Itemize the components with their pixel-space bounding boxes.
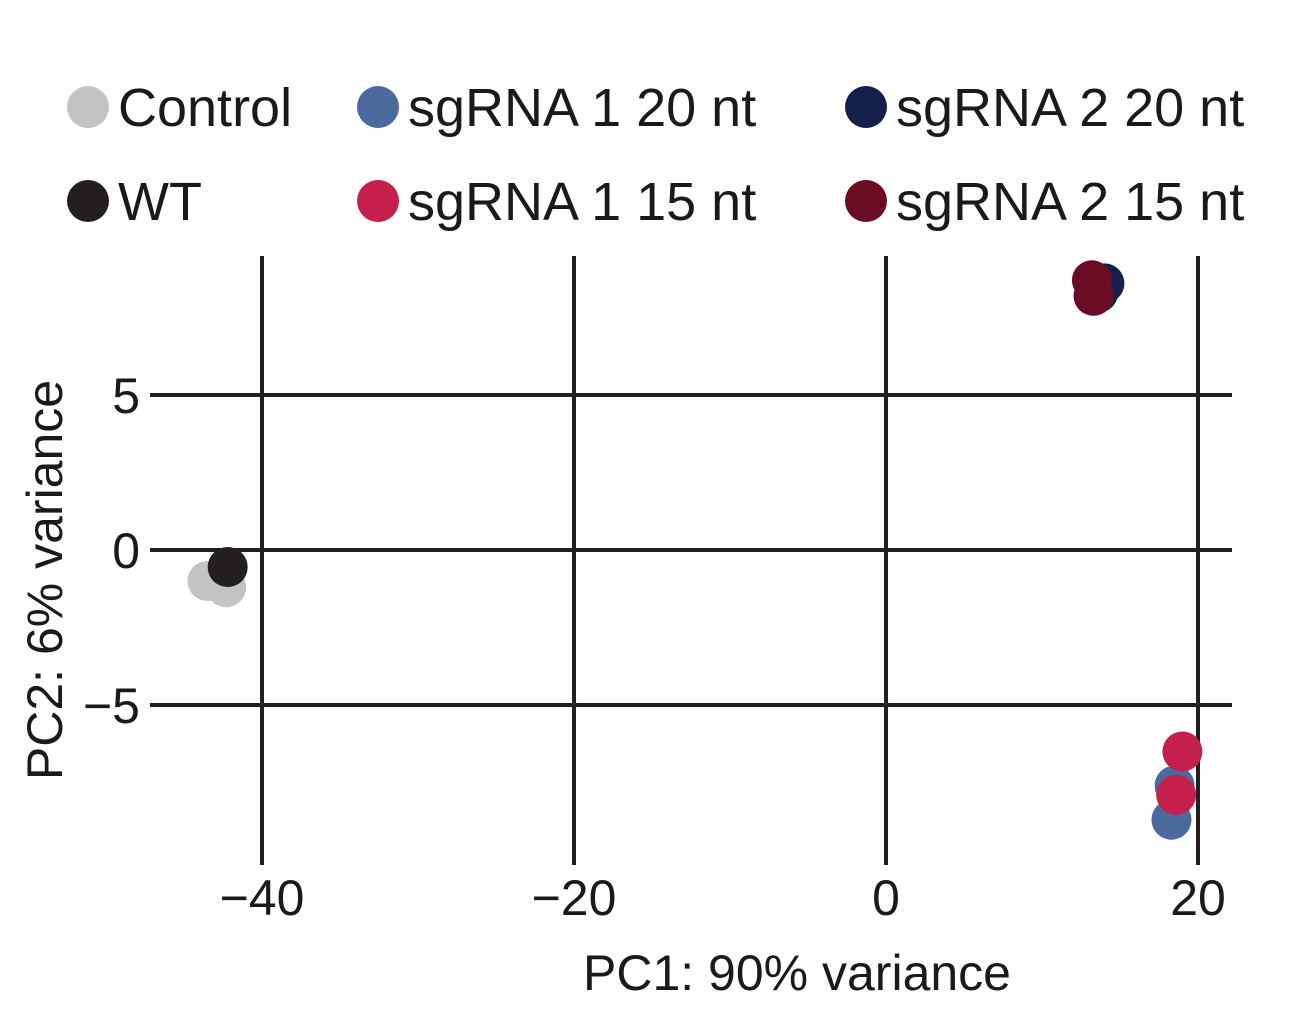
legend-label-sgrna-1-15-nt: sgRNA 1 15 nt bbox=[408, 172, 756, 232]
x-tick-label: −40 bbox=[220, 870, 305, 926]
grid-lines bbox=[150, 256, 1232, 865]
legend-marker-sgrna-2-15-nt bbox=[845, 180, 887, 222]
legend-label-sgrna-2-15-nt: sgRNA 2 15 nt bbox=[896, 172, 1244, 232]
legend-marker-control bbox=[67, 86, 109, 128]
data-points bbox=[187, 260, 1203, 840]
y-tick-label: 0 bbox=[112, 523, 140, 579]
legend-label-wt: WT bbox=[118, 172, 202, 232]
x-axis-title: PC1: 90% variance bbox=[583, 945, 1011, 1001]
y-tick-label: −5 bbox=[83, 678, 140, 734]
point-sgrna-1-15-nt bbox=[1156, 774, 1197, 815]
legend-marker-sgrna-2-20-nt bbox=[845, 86, 887, 128]
point-sgrna-2-15-nt bbox=[1073, 275, 1114, 316]
x-tick-label: 20 bbox=[1170, 870, 1226, 926]
x-tick-labels: −40 −20 0 20 bbox=[220, 870, 1226, 926]
y-tick-label: 5 bbox=[112, 368, 140, 424]
legend-marker-sgrna-1-20-nt bbox=[357, 86, 399, 128]
legend-marker-sgrna-1-15-nt bbox=[357, 180, 399, 222]
legend-label-control: Control bbox=[118, 78, 292, 138]
legend-marker-wt bbox=[67, 180, 109, 222]
legend-label-sgrna-1-20-nt: sgRNA 1 20 nt bbox=[408, 78, 756, 138]
legend-label-sgrna-2-20-nt: sgRNA 2 20 nt bbox=[896, 78, 1244, 138]
point-sgrna-1-15-nt bbox=[1162, 731, 1203, 772]
y-tick-labels: 5 0 −5 bbox=[83, 368, 140, 734]
point-wt bbox=[207, 547, 248, 588]
x-tick-label: −20 bbox=[532, 870, 617, 926]
x-tick-label: 0 bbox=[872, 870, 900, 926]
legend: Control sgRNA 1 20 nt sgRNA 2 20 nt WT sgRNA… bbox=[67, 78, 1244, 232]
y-axis-title: PC2: 6% variance bbox=[17, 380, 73, 780]
